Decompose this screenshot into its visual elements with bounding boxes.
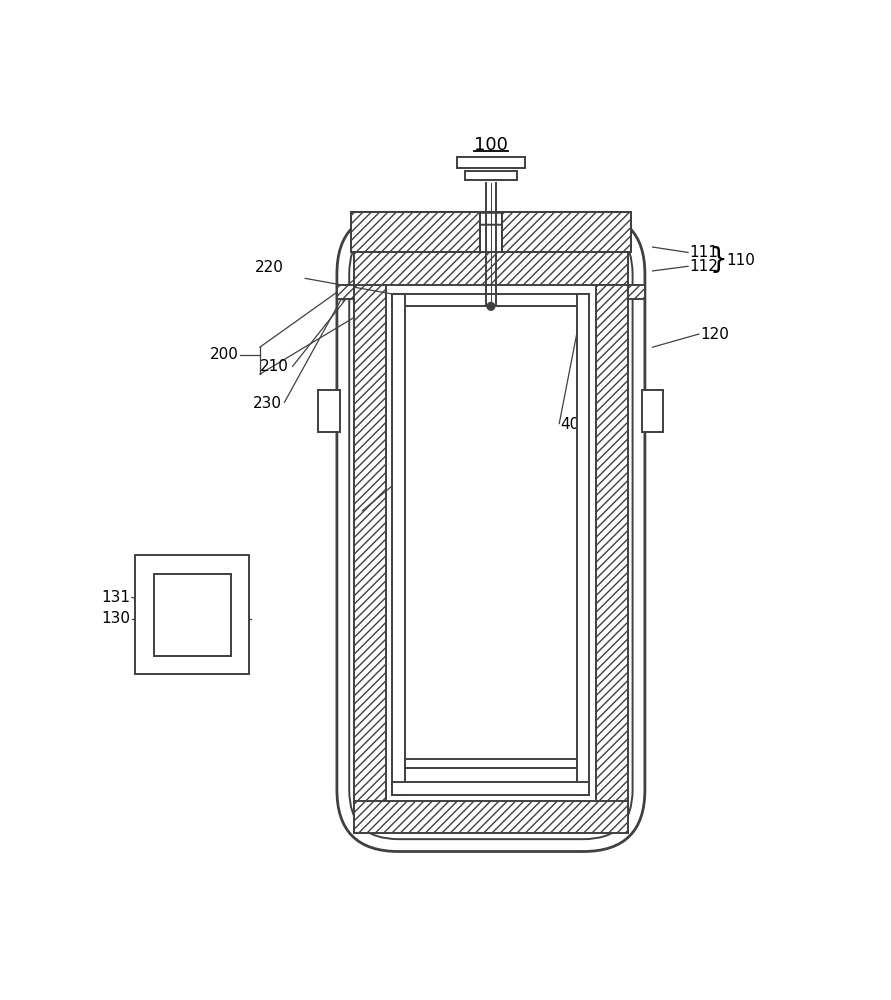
Bar (354, 252, 386, 833)
Text: 220: 220 (255, 260, 283, 275)
Text: 400: 400 (560, 417, 589, 432)
Bar (392, 782, 590, 795)
Text: 131: 131 (102, 590, 131, 605)
Bar (351, 212, 480, 252)
Text: 120: 120 (700, 327, 729, 342)
Bar (642, 389, 664, 432)
Text: 230: 230 (252, 396, 282, 411)
Bar (318, 389, 340, 432)
Bar (465, 171, 517, 180)
Circle shape (487, 302, 495, 310)
FancyBboxPatch shape (349, 225, 633, 839)
Text: 111: 111 (690, 245, 718, 260)
Bar (392, 294, 405, 795)
Bar (135, 555, 249, 674)
Bar (595, 252, 628, 833)
Bar (405, 759, 577, 768)
Text: 112: 112 (690, 259, 718, 274)
Bar (153, 574, 231, 656)
Text: }: } (709, 246, 727, 274)
Text: 100: 100 (474, 136, 508, 154)
Bar (457, 157, 525, 168)
FancyBboxPatch shape (337, 212, 645, 852)
Text: 210: 210 (260, 359, 290, 374)
Text: 130: 130 (102, 611, 131, 626)
Bar (502, 212, 631, 252)
Bar (354, 801, 628, 833)
Bar (337, 285, 354, 299)
Bar (577, 294, 590, 795)
Bar (628, 285, 645, 299)
Bar (354, 252, 628, 285)
Text: 110: 110 (726, 253, 756, 268)
Bar (392, 294, 590, 306)
Text: 200: 200 (209, 347, 239, 362)
